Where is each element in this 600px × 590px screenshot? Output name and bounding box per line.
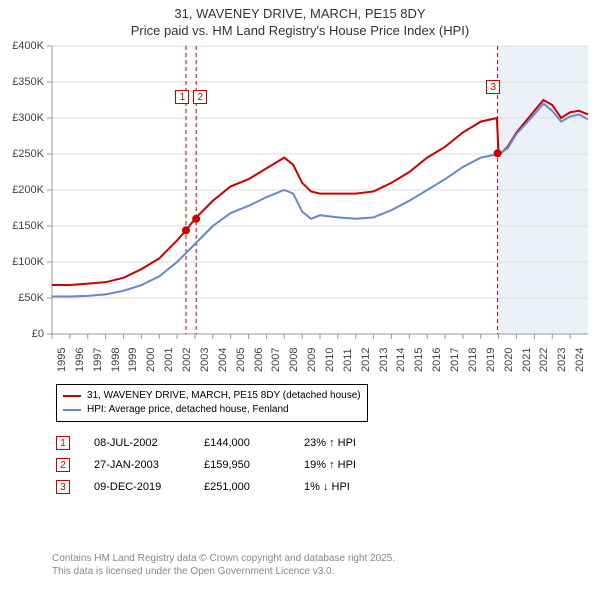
y-tick-label: £50K [0,292,44,304]
legend-label: HPI: Average price, detached house, Fenl… [87,403,289,417]
x-tick-label: 2001 [163,348,175,372]
x-tick-label: 2005 [235,348,247,372]
marker-row-date: 09-DEC-2019 [94,481,204,493]
marker-row-price: £251,000 [204,481,304,493]
x-tick-label: 2012 [360,348,372,372]
legend-swatch [63,409,81,411]
marker-row-pct: 19% ↑ HPI [304,459,384,471]
marker-row-date: 08-JUL-2002 [94,437,204,449]
marker-row-num: 1 [56,436,70,450]
x-tick-label: 2010 [324,348,336,372]
marker-row-price: £144,000 [204,437,304,449]
footer-attribution: Contains HM Land Registry data © Crown c… [52,552,395,578]
marker-row: 2 27-JAN-2003 £159,950 19% ↑ HPI [56,454,384,476]
marker-row: 1 08-JUL-2002 £144,000 23% ↑ HPI [56,432,384,454]
x-tick-label: 2015 [413,348,425,372]
legend-row: HPI: Average price, detached house, Fenl… [63,403,361,417]
marker-pin: 1 [175,90,189,104]
x-tick-label: 1998 [110,348,122,372]
marker-row-pct: 23% ↑ HPI [304,437,384,449]
marker-row-date: 27-JAN-2003 [94,459,204,471]
x-tick-label: 2024 [574,348,586,372]
legend-row: 31, WAVENEY DRIVE, MARCH, PE15 8DY (deta… [63,389,361,403]
x-tick-label: 2004 [217,348,229,372]
y-tick-label: £300K [0,112,44,124]
y-tick-label: £150K [0,220,44,232]
x-tick-label: 2018 [467,348,479,372]
marker-row-pct: 1% ↓ HPI [304,481,384,493]
x-tick-label: 2021 [521,348,533,372]
x-tick-label: 2009 [306,348,318,372]
y-tick-label: £0 [0,328,44,340]
x-tick-label: 2023 [556,348,568,372]
x-tick-label: 2006 [253,348,265,372]
footer-line-2: This data is licensed under the Open Gov… [52,565,395,578]
marker-row-num: 2 [56,458,70,472]
footer-line-1: Contains HM Land Registry data © Crown c… [52,552,395,565]
legend-swatch [63,395,81,397]
legend-label: 31, WAVENEY DRIVE, MARCH, PE15 8DY (deta… [87,389,361,403]
y-tick-label: £400K [0,40,44,52]
x-tick-label: 1995 [56,348,68,372]
y-tick-label: £200K [0,184,44,196]
x-tick-label: 2002 [181,348,193,372]
x-tick-label: 2008 [288,348,300,372]
x-tick-label: 2014 [395,348,407,372]
marker-table: 1 08-JUL-2002 £144,000 23% ↑ HPI 2 27-JA… [56,432,384,498]
y-tick-label: £100K [0,256,44,268]
x-tick-label: 2022 [538,348,550,372]
x-tick-label: 2011 [342,348,354,372]
marker-row: 3 09-DEC-2019 £251,000 1% ↓ HPI [56,476,384,498]
marker-row-num: 3 [56,480,70,494]
y-tick-label: £250K [0,148,44,160]
x-tick-label: 1999 [127,348,139,372]
x-tick-label: 2019 [485,348,497,372]
x-tick-label: 2000 [145,348,157,372]
x-tick-label: 2017 [449,348,461,372]
x-tick-label: 2016 [431,348,443,372]
marker-row-price: £159,950 [204,459,304,471]
marker-pin: 2 [193,90,207,104]
x-tick-label: 1997 [92,348,104,372]
x-tick-label: 2007 [270,348,282,372]
x-tick-label: 2013 [378,348,390,372]
x-tick-label: 1996 [74,348,86,372]
plot-area [0,0,600,400]
x-tick-label: 2020 [503,348,515,372]
y-tick-label: £350K [0,76,44,88]
x-tick-label: 2003 [199,348,211,372]
chart-container: 31, WAVENEY DRIVE, MARCH, PE15 8DY Price… [0,0,600,590]
marker-pin: 3 [486,80,500,94]
legend: 31, WAVENEY DRIVE, MARCH, PE15 8DY (deta… [56,384,368,422]
